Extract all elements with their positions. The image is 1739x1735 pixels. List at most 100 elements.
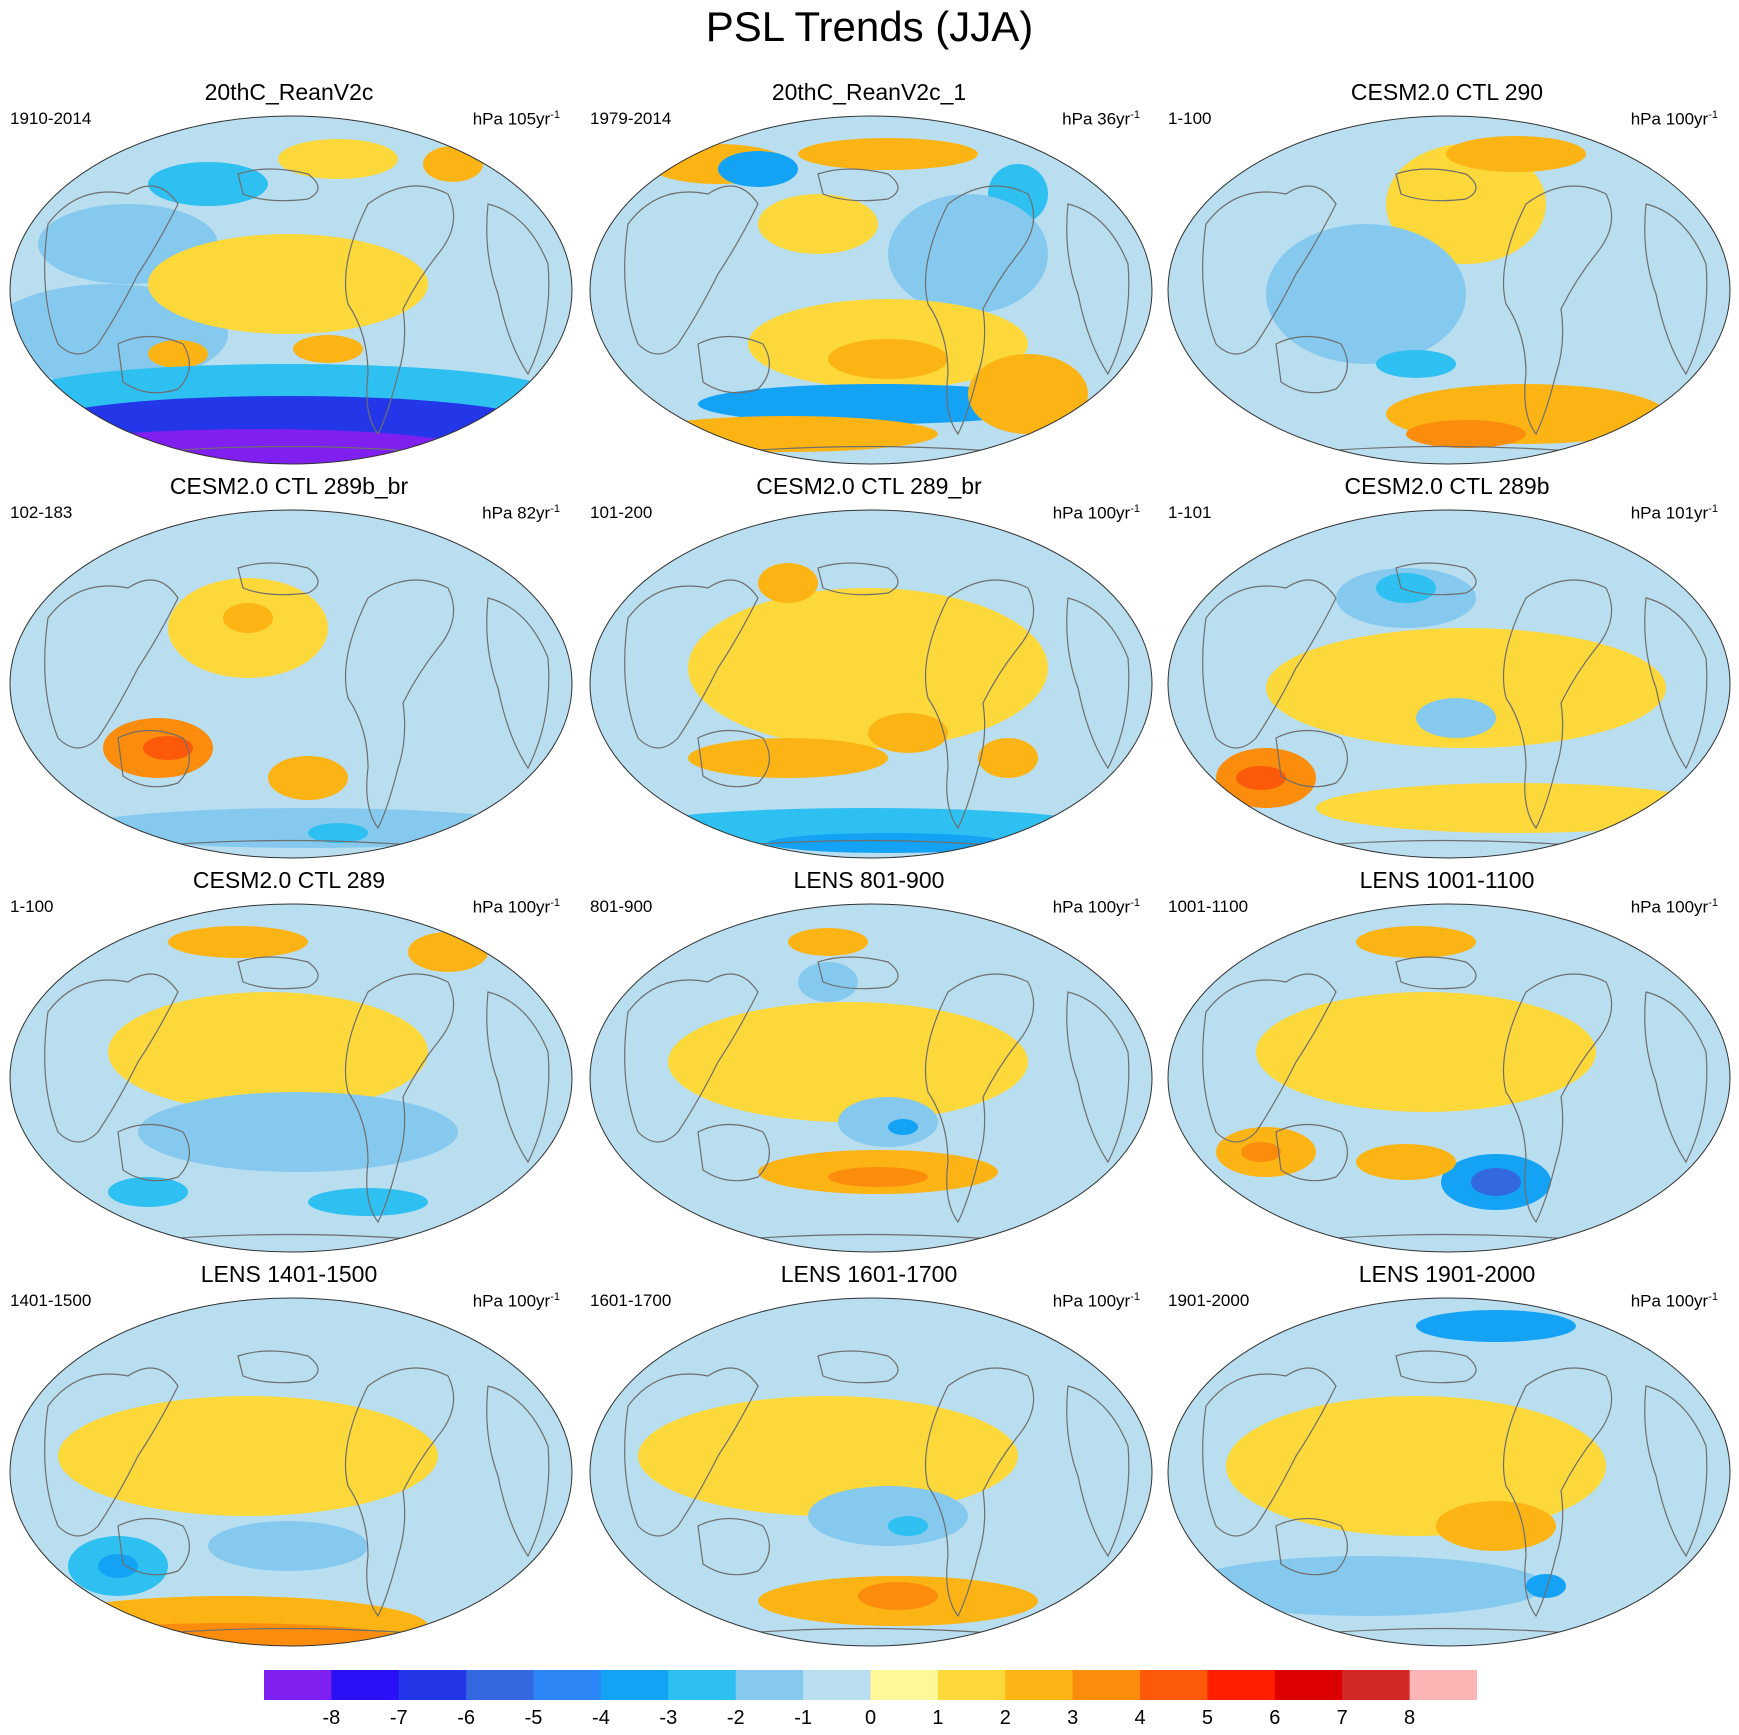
colorbar-tick-label: -1 — [794, 1707, 812, 1729]
trend-contour — [1416, 1310, 1576, 1342]
coastline — [237, 562, 319, 596]
coastline — [624, 973, 759, 1143]
trend-contour — [1186, 1556, 1546, 1616]
map-panel: LENS 801-900 801-900 hPa 100yr-1 — [580, 866, 1158, 1261]
trend-map — [9, 903, 573, 1253]
map-border — [1167, 509, 1731, 859]
colorbar-tick-labels: -8 -7 -6 -5 -4 -3 -2 -1 0 1 2 3 4 5 6 7 8 — [0, 1706, 1739, 1732]
trend-contour — [868, 713, 948, 753]
panel-period: 1001-1100 — [1168, 897, 1249, 916]
map-panel: LENS 1001-1100 1001-1100 hPa 100yr-1 — [1158, 866, 1736, 1261]
trend-contour — [888, 1516, 928, 1536]
trend-contour — [143, 736, 193, 760]
panel-units: hPa 100yr-1 — [1631, 1286, 1718, 1313]
panel-units-exponent: -1 — [550, 1291, 560, 1303]
colorbar — [264, 1670, 1477, 1700]
trend-contour — [78, 808, 538, 848]
panel-period: 1601-1700 — [590, 1291, 672, 1310]
coastline — [924, 579, 1035, 830]
trend-contour — [408, 932, 488, 972]
trend-contour — [638, 1396, 1018, 1516]
panel-title: LENS 1601-1700 — [780, 1261, 958, 1287]
colorbar-swatch — [668, 1670, 737, 1700]
coastline — [44, 185, 179, 355]
trend-map — [1167, 115, 1731, 465]
trend-contour — [268, 756, 348, 800]
coastline — [624, 185, 759, 355]
coastline — [697, 729, 770, 788]
colorbar-swatch — [1409, 1670, 1477, 1700]
coastline — [1395, 1350, 1477, 1384]
trend-contour — [1446, 136, 1586, 172]
coastline — [1202, 1367, 1337, 1537]
trend-contour — [1376, 573, 1436, 603]
colorbar-tick-label: 3 — [1067, 1707, 1079, 1729]
trend-contour — [1241, 1142, 1281, 1162]
coastline — [1275, 335, 1348, 394]
map-border — [1167, 115, 1731, 465]
trend-contour — [278, 139, 398, 179]
trend-contour — [808, 1486, 968, 1546]
trend-map — [589, 903, 1153, 1253]
coastline — [1502, 579, 1613, 830]
coastline — [1644, 991, 1708, 1164]
colorbar-tick-label: 1 — [932, 1707, 944, 1729]
coastline — [1066, 597, 1130, 770]
coastline — [924, 1367, 1035, 1618]
coastline — [117, 1123, 190, 1182]
trend-contour — [1416, 698, 1496, 738]
panel-units: hPa 100yr-1 — [1053, 892, 1140, 919]
map-panel: CESM2.0 CTL 290 1-100 hPa 100yr-1 — [1158, 78, 1736, 473]
coastline — [117, 1517, 190, 1576]
panel-units-exponent: -1 — [550, 503, 560, 515]
coastline — [1066, 1385, 1130, 1558]
trend-map — [9, 509, 573, 859]
colorbar-swatch — [466, 1670, 535, 1700]
panel-units-exponent: -1 — [1130, 1291, 1140, 1303]
colorbar-tick-label: 2 — [999, 1707, 1011, 1729]
map-border — [589, 903, 1153, 1253]
map-background — [10, 510, 572, 858]
panel-units: hPa 100yr-1 — [473, 1286, 560, 1313]
panel-title: LENS 1401-1500 — [200, 1261, 378, 1287]
trend-contour — [1471, 1168, 1521, 1196]
panel-units: hPa 100yr-1 — [1631, 892, 1718, 919]
panel-units-main: hPa 100yr — [1052, 503, 1131, 523]
map-border — [589, 509, 1153, 859]
coastline — [44, 973, 179, 1143]
map-border — [1167, 1297, 1731, 1647]
trend-contour — [1406, 420, 1526, 448]
panel-units-exponent: -1 — [1708, 1291, 1718, 1303]
colorbar-swatch — [398, 1670, 467, 1700]
colorbar-tick-label: -2 — [726, 1707, 745, 1729]
coastline — [817, 168, 899, 202]
panel-title: LENS 1001-1100 — [1359, 867, 1535, 893]
panel-title: CESM2.0 CTL 289b_br — [169, 473, 409, 499]
coastline — [697, 1517, 770, 1576]
coastline — [1502, 185, 1613, 436]
panel-period: 101-200 — [590, 503, 653, 522]
trend-contour — [1316, 783, 1716, 833]
colorbar-tick-label: -4 — [592, 1707, 610, 1729]
panel-title: LENS 801-900 — [793, 867, 945, 893]
trend-contour — [1266, 628, 1666, 748]
colorbar-tick-label: 4 — [1134, 1707, 1146, 1729]
panel-period: 1910-2014 — [10, 109, 92, 128]
map-panel: 20thC_ReanV2c 1910-2014 hPa 105yr-1 — [0, 78, 578, 473]
colorbar-swatch — [331, 1670, 400, 1700]
trend-contour — [758, 194, 878, 254]
trend-contour — [148, 234, 428, 334]
map-border — [1167, 903, 1731, 1253]
trend-contour — [308, 823, 368, 843]
colorbar-swatch — [533, 1670, 602, 1700]
colorbar-tick-label: -7 — [389, 1707, 408, 1729]
colorbar-swatch — [1274, 1670, 1343, 1700]
colorbar-swatch — [937, 1670, 1006, 1700]
map-border — [9, 509, 573, 859]
panel-units-main: hPa 100yr — [1630, 897, 1709, 917]
coastline — [486, 597, 550, 770]
panel-units: hPa 36yr-1 — [1062, 104, 1140, 131]
panel-units-main: hPa 105yr — [472, 109, 551, 129]
panel-units: hPa 100yr-1 — [1053, 498, 1140, 525]
coastline — [817, 956, 899, 990]
